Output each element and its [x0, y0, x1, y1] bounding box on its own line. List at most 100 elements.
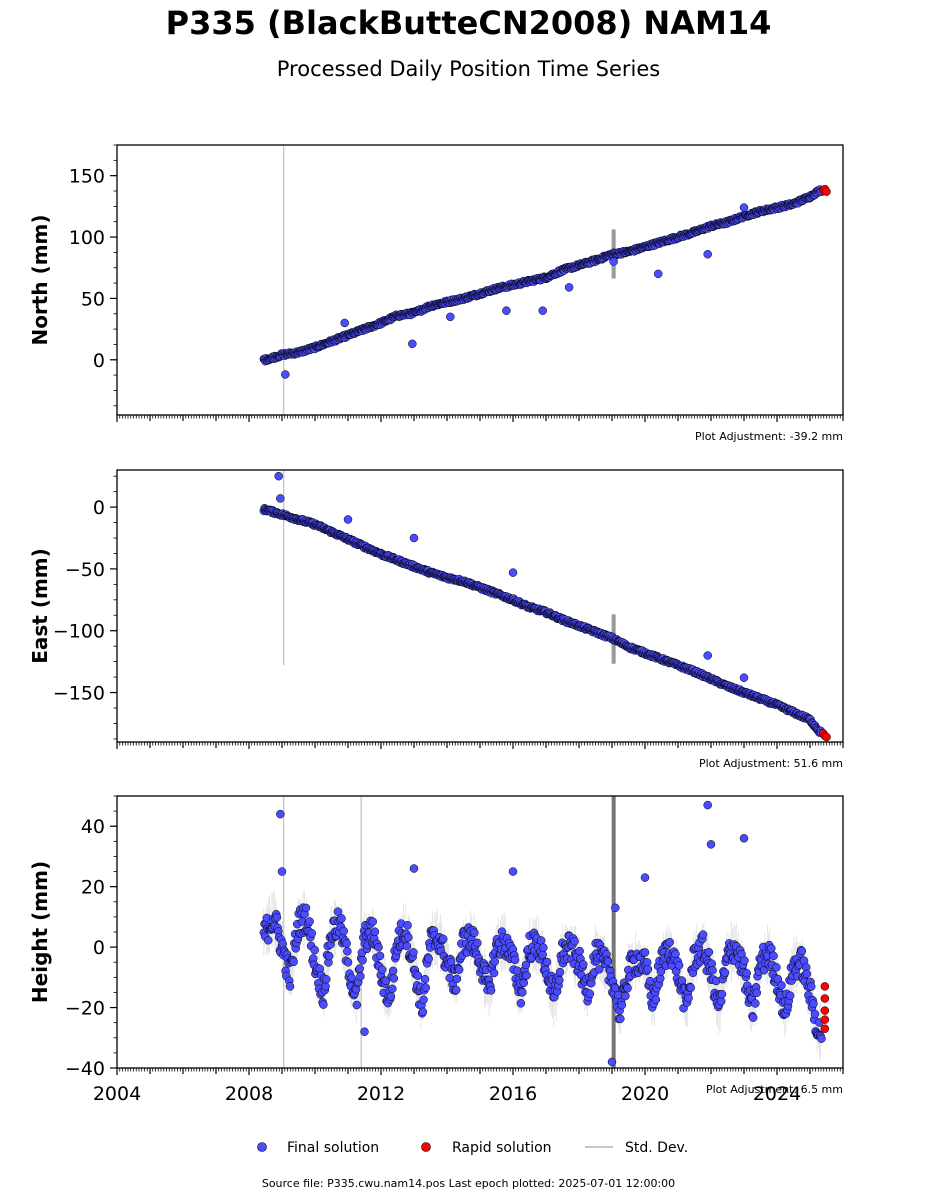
final-point — [324, 951, 334, 961]
final-points — [259, 185, 826, 379]
final-point — [310, 945, 319, 955]
y-tick-label: −150 — [53, 683, 105, 705]
final-point-outlier — [739, 834, 749, 843]
final-point — [621, 991, 630, 1001]
final-point — [717, 989, 727, 999]
final-point — [570, 936, 579, 946]
final-point-outlier — [508, 867, 518, 876]
final-point — [751, 999, 760, 1008]
final-point — [319, 1000, 328, 1009]
final-point — [343, 958, 353, 967]
plot-adjustment: Plot Adjustment: -39.2 mm — [695, 430, 843, 443]
final-point — [301, 903, 311, 913]
final-point — [473, 938, 482, 948]
final-point — [278, 939, 287, 948]
final-point-outlier — [274, 471, 283, 481]
final-point — [643, 964, 653, 974]
final-point — [769, 951, 778, 961]
rapid-point — [820, 1024, 830, 1033]
y-axis-label: North (mm) — [28, 214, 52, 345]
final-point — [704, 947, 714, 957]
final-point — [421, 983, 430, 992]
final-point-outlier — [703, 651, 712, 660]
final-point — [424, 954, 433, 964]
final-point — [655, 974, 665, 983]
final-point — [272, 913, 282, 922]
final-point-outlier — [408, 339, 417, 349]
final-point-outlier — [653, 269, 663, 279]
final-point — [555, 975, 564, 985]
rapid-point — [820, 1015, 830, 1024]
y-tick-label: −50 — [65, 559, 105, 581]
final-point — [452, 974, 462, 984]
final-point — [686, 983, 695, 992]
legend-final-marker — [257, 1142, 267, 1152]
y-ticks: 0 50 100 150 — [69, 144, 117, 407]
final-point — [579, 960, 588, 969]
final-point — [347, 973, 356, 983]
final-point — [402, 941, 412, 951]
final-point — [716, 997, 726, 1006]
y-tick-label: 0 — [93, 937, 105, 959]
final-point — [418, 1007, 428, 1017]
panels: 0 50 100 150 North (mm) Plot Adjustment: -39.… — [28, 144, 844, 1105]
final-point — [802, 969, 812, 979]
final-point — [438, 934, 448, 944]
final-point — [451, 985, 461, 995]
legend-final-label: Final solution — [287, 1140, 379, 1156]
final-point-outlier — [703, 800, 712, 810]
final-point — [575, 946, 584, 956]
final-point — [352, 1000, 362, 1010]
plot-frame — [116, 144, 844, 416]
final-point — [419, 995, 428, 1004]
source-note: Source file: P335.cwu.nam14.pos Last epo… — [261, 1177, 676, 1190]
final-point — [617, 1000, 627, 1010]
final-point-outlier — [706, 840, 716, 849]
final-point — [616, 1014, 625, 1024]
final-point — [720, 968, 730, 977]
final-point — [355, 964, 364, 973]
final-point — [322, 975, 331, 984]
final-point — [516, 999, 526, 1008]
final-point — [555, 967, 565, 977]
y-tick-label: −100 — [53, 621, 105, 643]
final-point — [671, 949, 680, 959]
y-ticks: 40 20 0 −20 −40 — [65, 795, 117, 1080]
stddev-spike-dark — [611, 796, 616, 1068]
final-point — [375, 951, 385, 961]
x-tick-label: 2008 — [225, 1083, 273, 1105]
final-point — [486, 986, 496, 995]
final-point-outlier — [564, 283, 574, 292]
final-point — [536, 936, 546, 945]
final-point — [810, 1009, 820, 1019]
final-point-outlier — [409, 864, 419, 873]
final-point-outlier — [739, 203, 749, 212]
final-point — [772, 963, 781, 972]
final-point-outlier — [703, 249, 712, 259]
rapid-point — [822, 732, 831, 742]
final-point-outlier — [502, 306, 511, 315]
final-point — [809, 999, 818, 1008]
final-point — [337, 914, 346, 923]
final-point-outlier — [276, 809, 285, 819]
final-point — [623, 983, 632, 993]
final-point — [333, 907, 343, 916]
y-axis-label: East (mm) — [28, 548, 52, 664]
final-point — [305, 917, 314, 926]
final-point — [773, 974, 783, 984]
x-ticks — [116, 415, 844, 422]
final-point — [263, 936, 273, 945]
final-point — [388, 966, 398, 976]
final-point — [665, 937, 674, 947]
final-point-outlier — [409, 533, 419, 543]
final-point — [539, 943, 548, 952]
final-point-outlier — [340, 318, 349, 328]
y-ticks: 0 −50 −100 −150 — [53, 475, 117, 740]
plot-adjustment: Plot Adjustment: 6.5 mm — [706, 1083, 843, 1096]
x-tick-label: 2020 — [621, 1083, 669, 1105]
final-point-outlier — [276, 494, 285, 503]
final-point — [595, 965, 604, 974]
x-ticks — [116, 742, 844, 749]
